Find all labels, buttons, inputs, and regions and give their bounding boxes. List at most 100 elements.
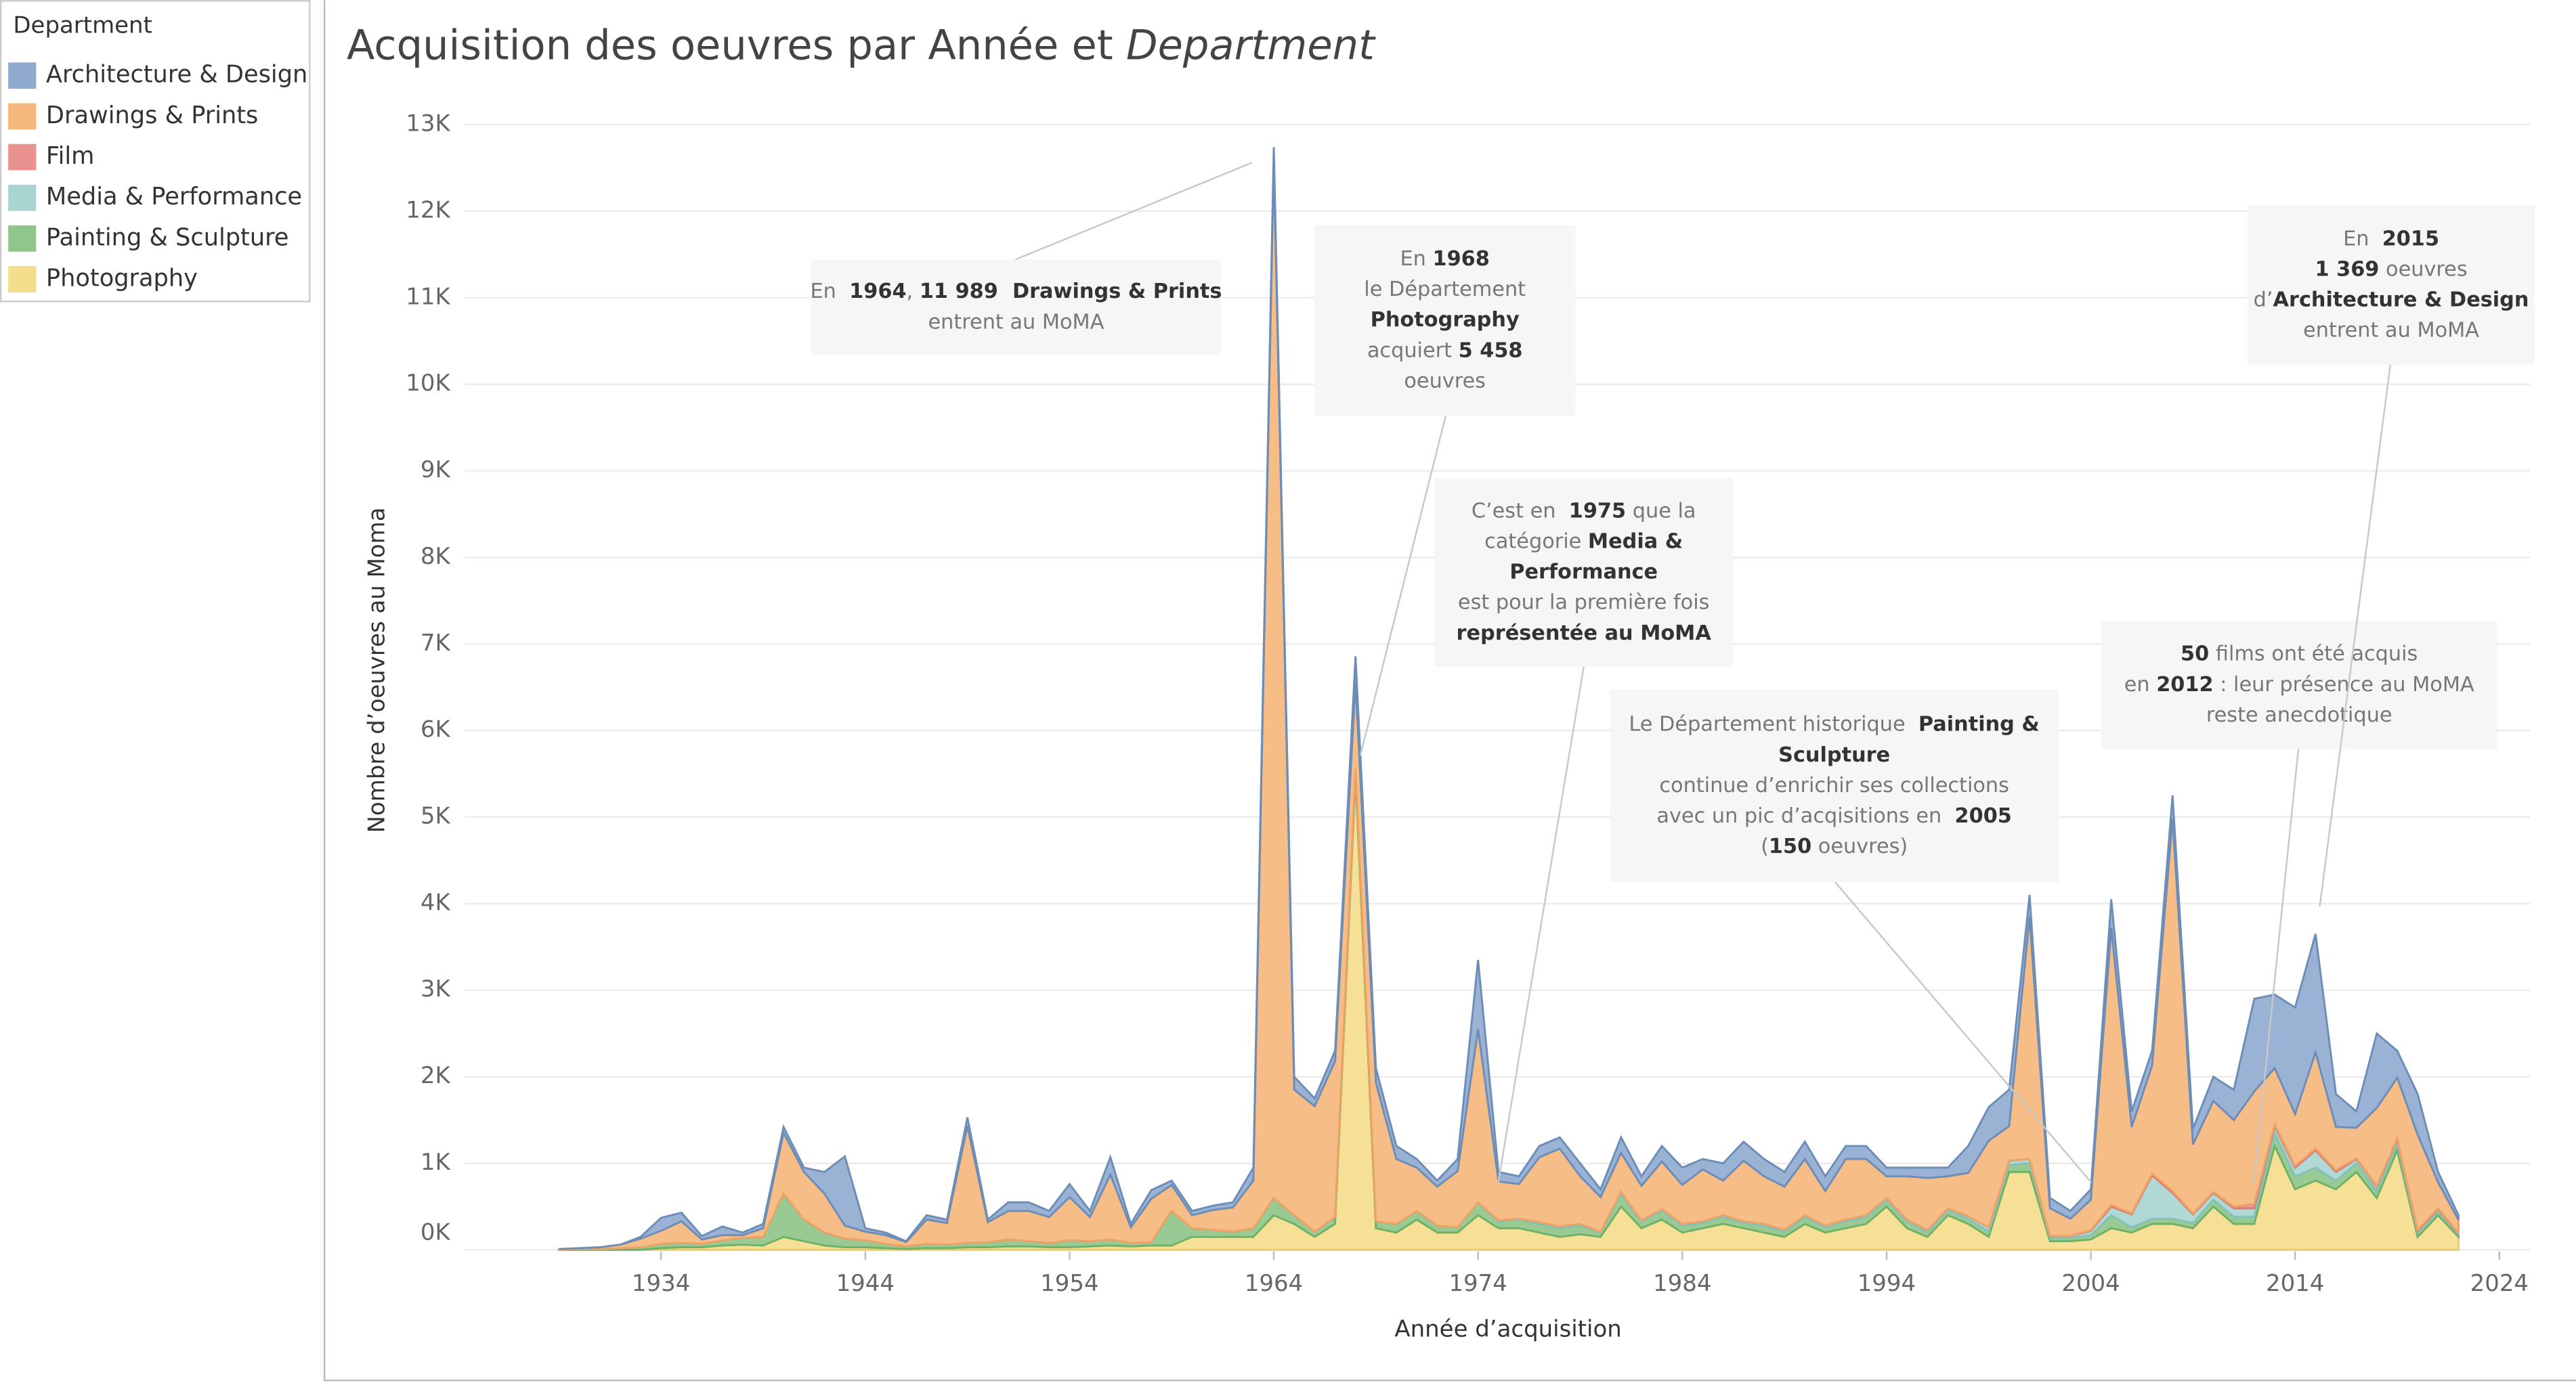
annotation-text: entrent au MoMA bbox=[2303, 318, 2479, 342]
annotation-box bbox=[2101, 621, 2497, 749]
y-tick-label: 7K bbox=[421, 630, 451, 657]
y-tick-label: 13K bbox=[406, 110, 450, 137]
annotation-part: est pour la première fois bbox=[1458, 590, 1710, 614]
annotation-text: reste anecdotique bbox=[2206, 703, 2392, 726]
annotation-box bbox=[2247, 205, 2535, 365]
annotation-box bbox=[1314, 225, 1576, 416]
annotation-part: continue d’enrichir ses collections bbox=[1659, 773, 2009, 797]
annotation-part: 2005 bbox=[1955, 804, 2012, 828]
annotation-part: 2012 bbox=[2156, 672, 2213, 696]
annotation-text: Photography bbox=[1371, 308, 1520, 332]
annotation-box bbox=[1610, 690, 2059, 882]
annotation-part: 1964 bbox=[849, 280, 906, 303]
y-tick-label: 3K bbox=[421, 975, 451, 1003]
y-tick-label: 9K bbox=[421, 456, 451, 483]
annotation-text: En 1964, 11 989 Drawings & Prints bbox=[811, 280, 1222, 303]
annotation-text: Sculpture bbox=[1778, 743, 1890, 766]
area bbox=[559, 147, 2460, 1250]
annotation-part: 2015 bbox=[2382, 227, 2439, 250]
annotation-text: oeuvres bbox=[1404, 369, 1486, 393]
annotation-part: Le Département historique bbox=[1629, 712, 1918, 736]
title-part: Department bbox=[1126, 22, 1376, 69]
annotation-part: 1975 bbox=[1569, 499, 1626, 523]
annotation-part: 150 bbox=[1769, 835, 1811, 858]
leader-line bbox=[2253, 749, 2300, 1183]
annotation-text: En 1968 bbox=[1400, 246, 1489, 270]
y-tick-label: 12K bbox=[406, 196, 450, 223]
leader-line bbox=[2319, 364, 2392, 907]
annotation-part: 11 989 bbox=[920, 280, 998, 303]
annotation-part: Media & bbox=[1588, 529, 1683, 553]
annotation-part: oeuvres bbox=[1404, 369, 1486, 393]
annotation-text: En 2015 bbox=[2343, 227, 2439, 250]
annotation-part: 50 bbox=[2181, 642, 2209, 665]
annotation-part: films ont été acquis bbox=[2209, 642, 2418, 665]
annotation-text: en 2012 : leur présence au MoMA bbox=[2124, 672, 2474, 696]
leader-line bbox=[1359, 415, 1447, 756]
annotation-box bbox=[1434, 478, 1734, 667]
annotation-part: que la bbox=[1626, 499, 1696, 523]
annotation-part: En bbox=[1400, 246, 1432, 270]
x-tick-label: 1964 bbox=[1245, 1270, 1303, 1297]
legend-title: Department bbox=[13, 12, 152, 39]
legend-label: Media & Performance bbox=[46, 183, 302, 211]
legend-label: Film bbox=[46, 142, 94, 170]
annotation-part: 1 369 bbox=[2315, 257, 2379, 281]
annotation-part: 5 458 bbox=[1459, 338, 1523, 362]
y-axis-label: Nombre d’oeuvres au Moma bbox=[363, 507, 390, 833]
annotation-part: Drawings & Prints bbox=[998, 280, 1222, 303]
annotation-part: représentée au MoMA bbox=[1457, 621, 1712, 644]
annotation-part: : leur présence au MoMA bbox=[2214, 672, 2474, 696]
annotation-part: acquiert bbox=[1367, 338, 1459, 362]
x-tick-label: 1984 bbox=[1653, 1270, 1711, 1297]
y-tick-label: 2K bbox=[421, 1062, 451, 1089]
annotation-text: le Département bbox=[1364, 278, 1526, 301]
x-tick-label: 1974 bbox=[1448, 1270, 1507, 1297]
annotation-text: catégorie Media & bbox=[1484, 529, 1683, 553]
annotation-part: entrent au MoMA bbox=[2303, 318, 2479, 342]
legend-swatch bbox=[8, 62, 37, 89]
annotation-text: continue d’enrichir ses collections bbox=[1659, 773, 2009, 797]
y-tick-label: 6K bbox=[421, 716, 451, 743]
annotation-part: d’ bbox=[2254, 288, 2273, 311]
annotation-part: reste anecdotique bbox=[2206, 703, 2392, 726]
y-tick-label: 4K bbox=[421, 889, 451, 916]
annotation-text: Le Département historique Painting & bbox=[1629, 712, 2039, 736]
annotation-part: entrent au MoMA bbox=[928, 310, 1104, 334]
legend-label: Photography bbox=[46, 265, 198, 292]
annotation-part: En bbox=[2343, 227, 2382, 250]
annotation-part: Painting & bbox=[1918, 712, 2040, 736]
annotation-part: Performance bbox=[1509, 560, 1658, 584]
annotation-part: Sculpture bbox=[1778, 743, 1890, 766]
annotation-text: est pour la première fois bbox=[1458, 590, 1710, 614]
y-tick-label: 5K bbox=[421, 803, 451, 830]
annotation-text: C’est en 1975 que la bbox=[1472, 499, 1696, 523]
y-tick-label: 11K bbox=[406, 283, 450, 310]
annotation-text: entrent au MoMA bbox=[928, 310, 1104, 334]
x-tick-label: 2004 bbox=[2061, 1270, 2120, 1297]
title-part: Acquisition des oeuvres par Année et bbox=[347, 22, 1126, 69]
annotation-text: représentée au MoMA bbox=[1457, 621, 1712, 644]
x-tick-label: 1944 bbox=[836, 1270, 895, 1297]
annotation-box bbox=[811, 259, 1221, 355]
annotation-part: , bbox=[907, 280, 920, 303]
annotation-text: d’Architecture & Design bbox=[2254, 288, 2529, 311]
legend-swatch bbox=[8, 184, 37, 211]
legend-label: Architecture & Design bbox=[46, 61, 307, 89]
annotation-part: C’est en bbox=[1472, 499, 1569, 523]
x-tick-label: 2014 bbox=[2266, 1270, 2324, 1297]
annotation-part: 1968 bbox=[1432, 246, 1489, 270]
legend-label: Drawings & Prints bbox=[46, 102, 258, 129]
annotation-part: En bbox=[811, 280, 850, 303]
annotation-text: avec un pic d’acqisitions en 2005 bbox=[1656, 804, 2011, 828]
annotation-part: catégorie bbox=[1484, 529, 1588, 553]
annotation-part: le Département bbox=[1364, 278, 1526, 301]
annotation-text: Performance bbox=[1509, 560, 1658, 584]
chart-title: Acquisition des oeuvres par Année et Dep… bbox=[347, 22, 1376, 69]
annotation-text: acquiert 5 458 bbox=[1367, 338, 1523, 362]
y-tick-label: 10K bbox=[406, 370, 450, 397]
annotation-part: ( bbox=[1761, 835, 1769, 858]
x-tick-label: 2024 bbox=[2470, 1270, 2529, 1297]
